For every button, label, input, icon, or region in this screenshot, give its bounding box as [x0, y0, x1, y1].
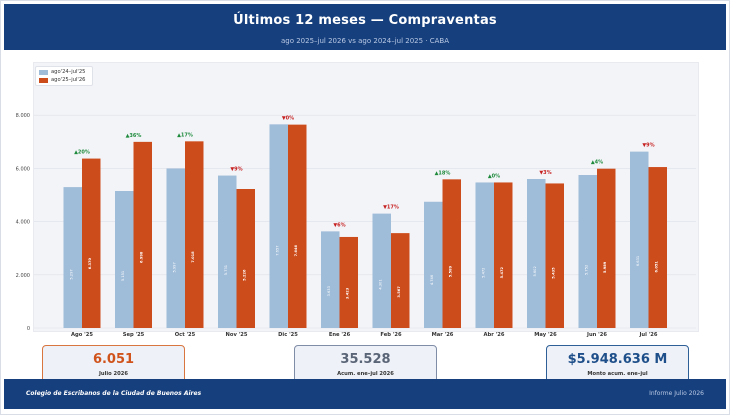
page-title: Últimos 12 meses — Compraventas — [233, 13, 497, 28]
bar-value-label-current: 5.989 — [603, 261, 607, 273]
y-tick-label: 0 — [27, 326, 30, 332]
x-tick-label: Nov '25 — [226, 332, 248, 338]
bar-previous — [321, 231, 340, 328]
kpi-value-month: 6.051 — [92, 352, 135, 367]
bar-previous — [424, 201, 443, 328]
bar-current — [133, 141, 152, 328]
bar-value-label-previous: 5.752 — [585, 265, 589, 275]
bar-chart: 0 2.000 4.000 6.000 8.000 5.297 6.370 ▲20% Ago '… — [16, 113, 696, 338]
bar-previous — [115, 190, 134, 328]
change-annotation: ▲0% — [488, 173, 500, 179]
bar-value-label-current: 5.435 — [552, 267, 556, 279]
legend-label-previous: ago'24–jul'25 — [51, 69, 86, 75]
legend-item-current: ago'25–jul'26 — [39, 76, 85, 84]
legend-swatch-previous — [39, 69, 48, 75]
bar-current — [545, 183, 564, 328]
x-tick-label: Abr '26 — [484, 332, 505, 338]
bar-previous — [218, 175, 237, 328]
legend-item-previous: ago'24–jul'25 — [39, 68, 85, 76]
kpi-label-accumulated: Acum. ene–jul 2026 — [337, 371, 394, 377]
bar-value-label-previous: 5.997 — [173, 262, 177, 272]
x-tick-label: Sep '25 — [123, 332, 145, 338]
kpi-value-accumulated: 35.528 — [340, 352, 391, 367]
y-tick-label: 8.000 — [16, 113, 30, 119]
bar-current — [442, 179, 461, 328]
change-annotation: ▲18% — [435, 170, 451, 176]
change-annotation: ▲4% — [591, 160, 603, 166]
bar-previous — [578, 175, 597, 328]
change-annotation: ▼3% — [539, 170, 551, 176]
bar-previous — [475, 182, 494, 328]
bar-current — [82, 158, 101, 328]
bar-value-label-previous: 6.631 — [636, 256, 640, 266]
bar-current — [185, 141, 204, 328]
bar-value-label-previous: 5.731 — [224, 265, 228, 275]
change-annotation: ▼9% — [642, 143, 654, 149]
x-tick-label: Dic '25 — [278, 332, 298, 338]
bar-current — [236, 188, 255, 328]
x-tick-label: Jul '26 — [638, 332, 657, 338]
kpi-label-month: Julio 2026 — [99, 371, 128, 377]
change-annotation: ▼9% — [230, 167, 242, 173]
x-tick-label: Jun '26 — [586, 332, 607, 338]
legend-label-current: ago'25–jul'26 — [51, 77, 86, 83]
y-tick-label: 4.000 — [16, 220, 30, 226]
header-banner: Últimos 12 meses — Compraventas ago 2025… — [4, 4, 726, 50]
footer-organization: Colegio de Escribanos de la Ciudad de Bu… — [26, 390, 202, 397]
bar-current — [391, 233, 410, 328]
bar-value-label-previous: 7.657 — [276, 245, 280, 255]
change-annotation: ▼17% — [383, 205, 399, 211]
bar-value-label-previous: 5.297 — [70, 269, 74, 279]
bar-value-label-current: 5.226 — [243, 269, 247, 281]
bar-value-label-previous: 4.301 — [379, 279, 383, 289]
bar-value-label-current: 6.370 — [88, 257, 92, 269]
x-tick-label: Ene '26 — [329, 332, 351, 338]
change-annotation: ▲36% — [126, 133, 142, 139]
chart-legend: ago'24–jul'25 ago'25–jul'26 — [35, 66, 93, 86]
bar-current — [494, 182, 513, 328]
footer-report-label: Informe Julio 2026 — [649, 390, 704, 397]
page-subtitle: ago 2025–jul 2026 vs ago 2024–jul 2025 ·… — [280, 37, 450, 45]
bar-previous — [527, 178, 546, 328]
footer-banner: Colegio de Escribanos de la Ciudad de Bu… — [4, 379, 726, 409]
bar-current — [597, 168, 616, 328]
x-tick-label: Oct '25 — [175, 332, 196, 338]
bar-previous — [63, 187, 82, 328]
bar-value-label-previous: 5.472 — [482, 268, 486, 278]
bar-value-label-current: 6.051 — [655, 261, 659, 273]
bar-value-label-current: 3.567 — [397, 286, 401, 298]
bar-current — [339, 236, 358, 328]
bar-value-label-current: 3.423 — [346, 287, 350, 299]
bar-previous — [630, 151, 649, 328]
kpi-value-amount: $5.948.636 M — [567, 352, 668, 367]
bar-current — [288, 124, 307, 328]
y-tick-label: 6.000 — [16, 166, 30, 172]
bar-value-label-current: 7.646 — [294, 245, 298, 257]
change-annotation: ▼6% — [333, 222, 345, 228]
change-annotation: ▲20% — [74, 150, 90, 156]
x-tick-label: Mar '26 — [432, 332, 454, 338]
bar-value-label-current: 7.018 — [191, 251, 195, 263]
bar-value-label-current: 6.998 — [140, 251, 144, 263]
change-annotation: ▼0% — [282, 115, 294, 121]
y-tick-label: 2.000 — [16, 273, 30, 279]
x-tick-label: May '26 — [534, 332, 557, 338]
bar-value-label-current: 5.589 — [449, 265, 453, 277]
bar-previous — [372, 213, 391, 328]
bar-previous — [166, 168, 185, 328]
x-tick-label: Ago '25 — [71, 332, 93, 338]
legend-swatch-current — [39, 77, 48, 83]
bar-value-label-previous: 5.151 — [121, 271, 125, 281]
change-annotation: ▲17% — [177, 132, 193, 138]
bar-value-label-previous: 5.602 — [533, 266, 537, 276]
bar-current — [648, 167, 667, 328]
x-tick-label: Feb '26 — [380, 332, 402, 338]
kpi-label-amount: Monto acum. ene–jul — [587, 371, 648, 377]
bar-previous — [269, 124, 288, 328]
bar-value-label-previous: 3.633 — [327, 286, 331, 296]
bar-value-label-previous: 4.746 — [430, 274, 434, 285]
bar-value-label-current: 5.472 — [500, 267, 504, 279]
